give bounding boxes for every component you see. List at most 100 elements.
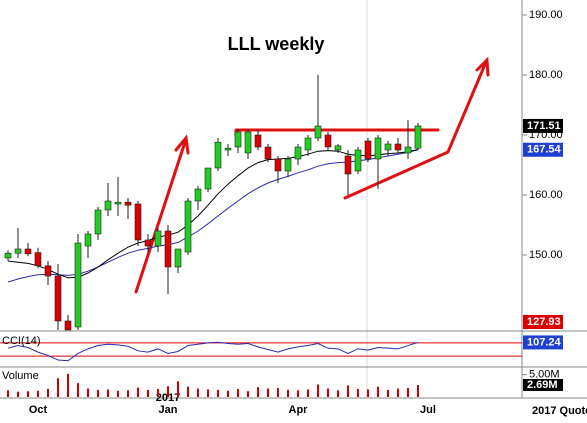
candle-body	[284, 158, 292, 172]
price-tag-label: 127.93	[527, 316, 561, 328]
volume-bar	[167, 386, 169, 397]
volume-bar	[267, 388, 269, 397]
volume-bar	[197, 388, 199, 397]
volume-bar	[387, 389, 389, 397]
candle-body	[324, 134, 332, 148]
candle-body	[154, 230, 162, 247]
candle-body	[214, 141, 222, 169]
x-tick-label: Jan	[159, 404, 178, 416]
candle-body	[94, 209, 102, 235]
volume-bar	[17, 391, 19, 397]
candle-body	[44, 265, 52, 277]
candle-body	[184, 200, 192, 253]
volume-bar	[297, 390, 299, 397]
cci-label: CCI(14)	[2, 335, 41, 347]
volume-bar	[107, 389, 109, 397]
y-tick-label: 150.00	[529, 249, 563, 261]
candle-body	[294, 146, 302, 160]
volume-label: Volume	[2, 370, 39, 382]
volume-bar	[27, 391, 29, 397]
candle-body	[354, 149, 362, 172]
volume-bar	[277, 388, 279, 397]
chart-title: LLL weekly	[228, 34, 325, 54]
volume-tick-label: 5.00M	[529, 369, 560, 381]
candle-body	[414, 125, 422, 149]
volume-bar	[117, 390, 119, 397]
volume-bar	[127, 390, 129, 397]
price-tag-label: 167.54	[527, 144, 562, 156]
volume-bar	[227, 390, 229, 397]
volume-bar	[47, 388, 49, 397]
candle-body	[364, 140, 372, 160]
volume-bar	[87, 388, 89, 397]
volume-tag-label: 2.69M	[527, 379, 558, 391]
volume-bar	[37, 390, 39, 397]
candle-body	[314, 125, 322, 139]
candle-body	[54, 275, 62, 322]
candle-body	[304, 137, 312, 151]
volume-tag	[523, 378, 563, 391]
candle-body	[264, 146, 272, 160]
price-tag	[523, 315, 563, 329]
footer: 2017 Quote LLC	[532, 405, 587, 417]
cci-line	[7, 341, 419, 362]
volume-bar	[287, 389, 289, 397]
candle-body	[74, 242, 82, 328]
volume-bar	[407, 388, 409, 397]
price-tag	[523, 142, 563, 157]
candle-body	[404, 146, 412, 154]
candle-body	[204, 167, 212, 190]
volume-bar	[97, 389, 99, 397]
volume-bar	[307, 389, 309, 397]
candle-body	[274, 158, 282, 172]
x-tick-label: Jul	[420, 404, 436, 416]
volume-bar	[157, 388, 159, 397]
cci-tag-label: 107.24	[527, 336, 562, 348]
volume-bar	[417, 384, 419, 397]
volume-bar	[217, 389, 219, 397]
volume-bar	[327, 388, 329, 397]
candle-body	[234, 131, 242, 148]
volume-bar	[187, 386, 189, 397]
cci-tag	[523, 335, 563, 350]
candle-body	[64, 320, 72, 331]
volume-bar	[177, 381, 179, 397]
volume-bar	[247, 391, 249, 397]
arrow	[134, 134, 190, 294]
candle-body	[254, 134, 262, 148]
candle-body	[334, 145, 342, 151]
volume-bar	[367, 389, 369, 397]
candle-body	[174, 248, 182, 268]
candle-body	[194, 188, 202, 202]
volume-bar	[337, 390, 339, 397]
price-tag-label: 171.51	[527, 120, 561, 132]
candle-body	[224, 147, 232, 151]
volume-bar	[57, 378, 59, 397]
price-tag	[523, 118, 563, 133]
candle-body	[124, 201, 132, 206]
volume-bar	[237, 388, 239, 397]
volume-bar	[257, 387, 259, 397]
candle-body	[164, 230, 172, 268]
y-tick-label: 190.00	[529, 9, 563, 21]
candle-body	[4, 252, 12, 259]
volume-bar	[377, 386, 379, 397]
volume-bar	[357, 388, 359, 397]
x-tick-label: Apr	[289, 404, 309, 416]
candle-body	[374, 137, 382, 160]
volume-bar	[317, 384, 319, 397]
volume-bar	[137, 387, 139, 397]
volume-bar	[397, 388, 399, 397]
candle-body	[114, 201, 122, 205]
candle-body	[344, 155, 352, 175]
volume-bar	[7, 390, 9, 397]
volume-bar	[147, 389, 149, 397]
volume-bar	[347, 385, 349, 397]
y-tick-label: 160.00	[529, 189, 563, 201]
year-label: 2017	[156, 392, 180, 404]
candle-body	[394, 143, 402, 151]
candle-body	[244, 131, 252, 154]
candle-body	[14, 248, 22, 254]
